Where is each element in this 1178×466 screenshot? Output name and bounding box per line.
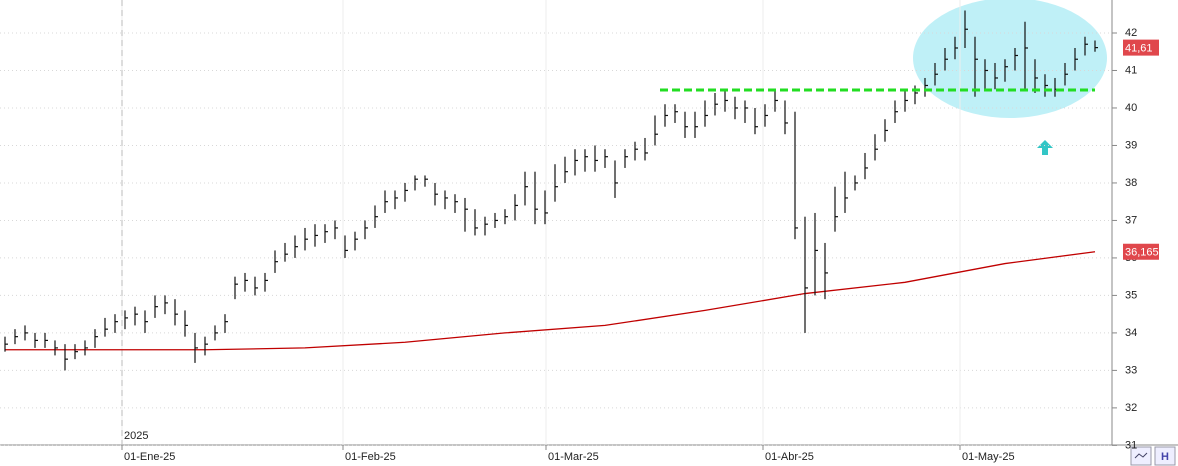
y-tick-label: 31 [1125, 439, 1137, 451]
y-tick-label: 42 [1125, 27, 1137, 39]
y-tick-label: 41 [1125, 64, 1137, 76]
moving-average [5, 251, 1096, 351]
y-tick-label: 32 [1125, 402, 1137, 414]
toolbar-button[interactable] [1154, 446, 1176, 466]
x-tick-label: 01-May-25 [962, 451, 1015, 463]
price-label-box [1123, 243, 1159, 260]
year-label: 2025 [124, 430, 148, 442]
x-tick-label: 01-Feb-25 [345, 451, 396, 463]
y-tick-label: 39 [1125, 139, 1137, 151]
price-label: 41,61 [1125, 43, 1153, 55]
up-arrow [1037, 140, 1053, 155]
y-tick-label: 40 [1125, 102, 1137, 114]
price-label: 36,165 [1125, 247, 1159, 259]
toolbar-icon: H [1161, 451, 1169, 463]
y-tick-label: 37 [1125, 214, 1137, 226]
x-tick-label: 01-Abr-25 [765, 451, 814, 463]
y-tick-label: 34 [1125, 327, 1137, 339]
y-tick-label: 38 [1125, 177, 1137, 189]
toolbar-icon [1134, 452, 1148, 459]
y-tick-label: 33 [1125, 364, 1137, 376]
x-tick-label: 01-Ene-25 [124, 451, 175, 463]
y-tick-label: 35 [1125, 289, 1137, 301]
x-tick-label: 01-Mar-25 [548, 451, 599, 463]
price-label-box [1123, 39, 1159, 56]
